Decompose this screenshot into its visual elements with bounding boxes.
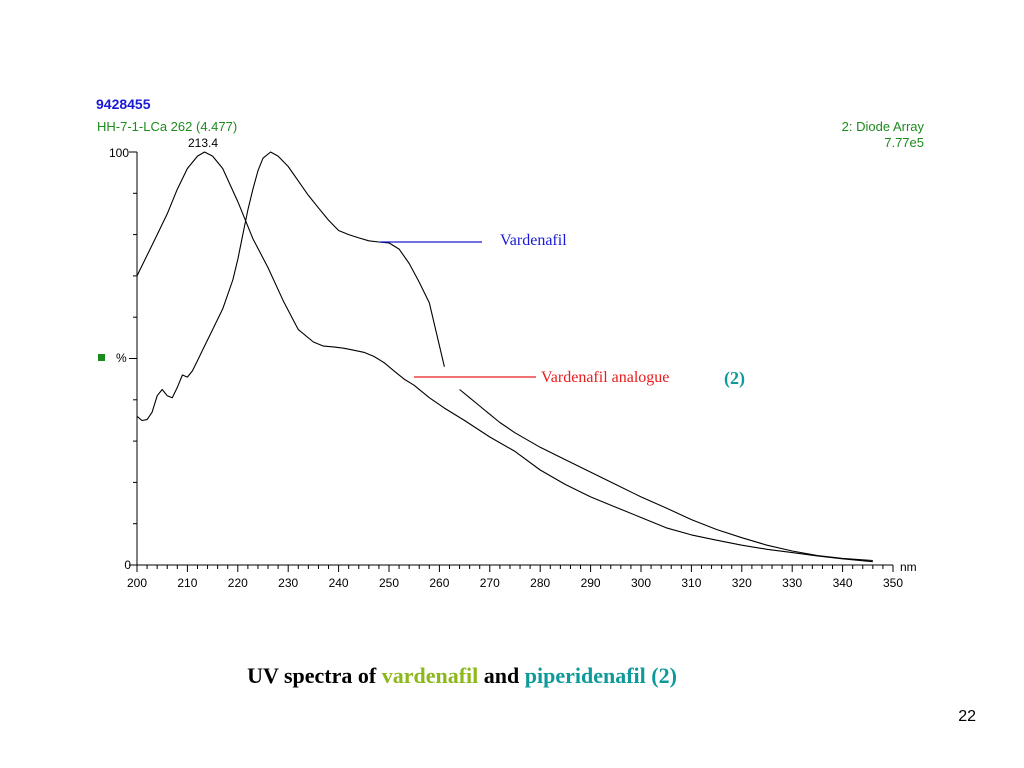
caption-middle: and [478,663,525,688]
x-tick-label: 270 [480,576,500,590]
x-tick-label: 220 [228,576,248,590]
x-tick-label: 310 [681,576,701,590]
x-tick-label: 350 [883,576,903,590]
spectrum-line-2 [136,151,445,422]
x-tick-label: 280 [530,576,550,590]
compound-number-label: (2) [724,368,745,389]
x-tick-label: 340 [833,576,853,590]
spectrum-line-3 [459,389,873,562]
y-axis-label: % [116,351,127,365]
y-tick-label-0: 0 [124,558,131,572]
x-tick-label: 240 [329,576,349,590]
caption-prefix: UV spectra of [247,663,382,688]
peak-label: 213.4 [188,136,218,150]
caption-compound-vardenafil: vardenafil [381,663,479,688]
y-axis: 100 0 % [98,146,138,572]
x-tick-label: 320 [732,576,752,590]
y-tick-label-100: 100 [109,146,129,160]
detector-label: 2: Diode Array [842,119,925,134]
spectrum-line-1 [136,151,873,563]
trace-info: HH-7-1-LCa 262 (4.477) [97,119,237,134]
legend-square-icon [98,354,105,361]
x-tick-label: 330 [782,576,802,590]
x-tick-label: 300 [631,576,651,590]
vardenafil-annotation: Vardenafil [500,232,567,249]
x-tick-label: 260 [429,576,449,590]
x-tick-label: 230 [278,576,298,590]
x-tick-label: 250 [379,576,399,590]
x-tick-label: 290 [581,576,601,590]
page-number: 22 [958,708,976,725]
intensity-label: 7.77e5 [884,135,924,150]
slide-caption: UV spectra of vardenafil and piperidenaf… [0,663,924,689]
x-tick-label: 200 [127,576,147,590]
sample-id: 9428455 [96,96,151,112]
y-axis-ticks [129,151,137,566]
x-tick-label: 210 [177,576,197,590]
x-axis-tick-labels: 200 210 220 230 240 250 260 270 280 290 300 310 320 3… [127,576,903,590]
x-axis: 200 210 220 230 240 250 260 270 280 290 300 310 320 3… [127,560,917,590]
x-axis-unit: nm [900,560,917,574]
analogue-annotation: Vardenafil analogue [541,369,669,386]
x-axis-ticks [136,565,894,572]
series-group [136,151,873,563]
caption-compound-piperidenafil: piperidenafil (2) [524,663,677,688]
